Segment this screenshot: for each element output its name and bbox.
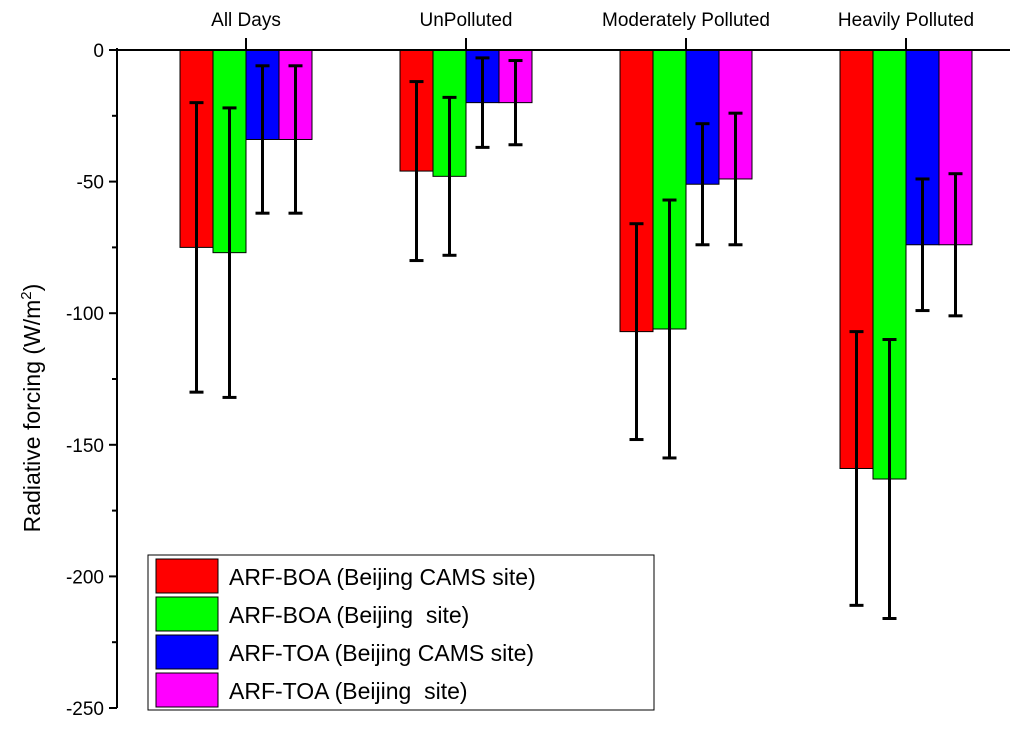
y-tick-label: -200 (66, 567, 104, 588)
bars-layer (179, 49, 973, 480)
category-label: All Days (211, 10, 281, 31)
legend-swatch (155, 558, 219, 594)
category-label: Heavily Polluted (838, 10, 974, 31)
legend-label: ARF-TOA (Beijing site) (229, 678, 468, 704)
legend-swatch (155, 634, 219, 670)
legend-label: ARF-BOA (Beijing site) (229, 602, 469, 628)
error-bars-layer (189, 56, 963, 621)
category-label: Moderately Polluted (602, 10, 770, 31)
y-tick-label: -150 (66, 436, 104, 457)
legend-label: ARF-BOA (Beijing CAMS site) (229, 564, 536, 590)
legend-swatch (155, 596, 219, 632)
y-ticks: 0 -50 -100 -150 -200 -250 (66, 41, 117, 720)
y-axis-label: Radiative forcing (W/m2) (18, 284, 45, 533)
category-labels: All Days UnPolluted Moderately Polluted Hea… (211, 10, 974, 50)
legend-box (147, 554, 655, 711)
legend-label: ARF-TOA (Beijing CAMS site) (229, 640, 534, 666)
legend: ARF-BOA (Beijing CAMS site) ARF-BOA (Beij… (147, 554, 655, 711)
y-tick-label: -100 (66, 304, 104, 325)
y-tick-label: 0 (93, 41, 104, 62)
legend-swatch (155, 672, 219, 708)
y-tick-label: -250 (66, 699, 104, 720)
y-tick-label: -50 (77, 173, 104, 194)
category-label: UnPolluted (420, 10, 513, 31)
